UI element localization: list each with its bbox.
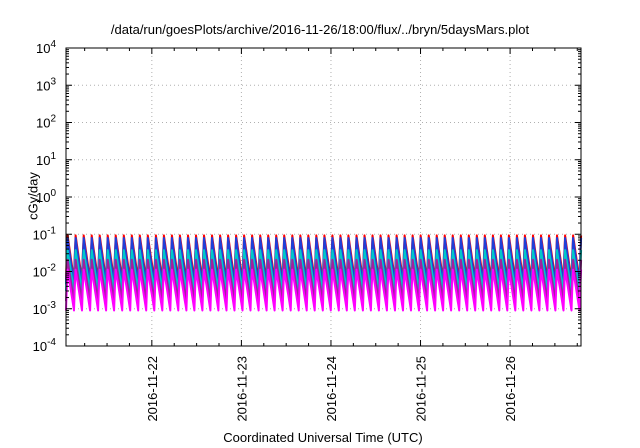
x-axis-label: Coordinated Universal Time (UTC) xyxy=(223,430,423,445)
tick-marks xyxy=(66,47,581,347)
y-tick-labels: 10-4 10-3 10-2 10-1 100 101 102 103 104 xyxy=(33,39,57,354)
x-tick-label: 2016-11-22 xyxy=(145,356,160,422)
y-tick-label: 102 xyxy=(36,114,56,131)
y-axis-label: cGy/day xyxy=(25,172,41,220)
x-tick-label: 2016-11-23 xyxy=(234,356,249,422)
y-tick-label: 104 xyxy=(36,39,56,56)
chart-title: /data/run/goesPlots/archive/2016-11-26/1… xyxy=(110,22,530,37)
x-tick-label: 2016-11-26 xyxy=(503,356,518,422)
y-tick-label: 101 xyxy=(36,151,56,168)
y-tick-label: 10-3 xyxy=(33,300,57,317)
y-tick-label: 103 xyxy=(36,76,56,93)
y-tick-label: 10-2 xyxy=(33,263,57,280)
x-tick-label: 2016-11-25 xyxy=(414,356,429,422)
y-tick-label: 10-1 xyxy=(33,225,57,242)
series-line-4 xyxy=(65,268,583,312)
x-tick-labels: 2016-11-22 2016-11-23 2016-11-24 2016-11-25… xyxy=(145,356,518,422)
series-group xyxy=(65,234,583,312)
x-tick-label: 2016-11-24 xyxy=(324,356,339,422)
y-tick-label: 100 xyxy=(36,188,56,205)
y-tick-label: 10-4 xyxy=(33,337,57,354)
